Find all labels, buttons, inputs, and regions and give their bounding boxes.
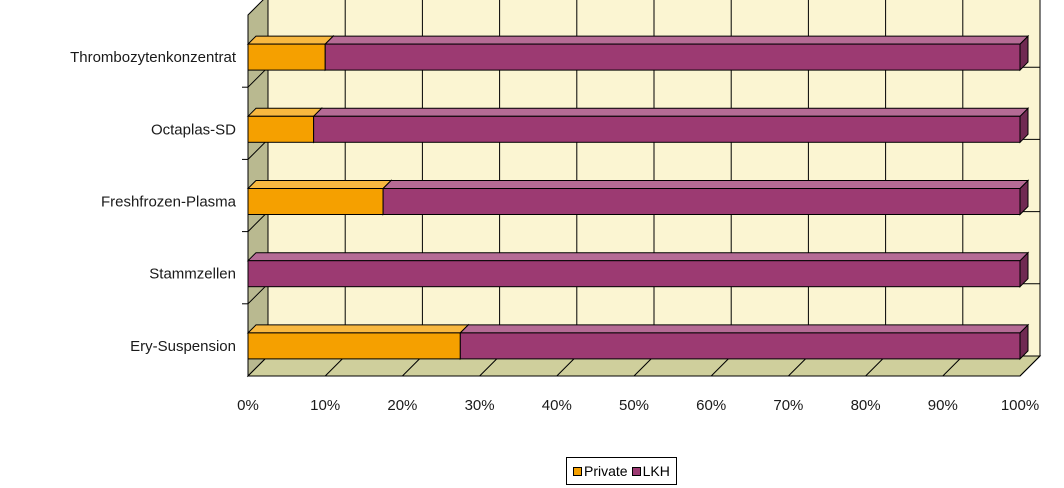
bar-front-face bbox=[247, 43, 326, 71]
bar-front-face bbox=[247, 260, 1021, 288]
bar-front-face bbox=[324, 43, 1021, 71]
category-label: Stammzellen bbox=[149, 266, 236, 283]
x-tick-label: 90% bbox=[928, 397, 958, 414]
category-label: Ery-Suspension bbox=[130, 338, 236, 355]
category-label: Freshfrozen-Plasma bbox=[101, 194, 237, 211]
bar-top-face bbox=[323, 35, 1030, 45]
bar-lkh-3 bbox=[246, 251, 1030, 288]
chart-labels: 0% 10% 20% 30% 40% 50% 60% 70% 80% 90% 100% Thrombo… bbox=[70, 49, 1039, 414]
x-tick-label: 0% bbox=[237, 397, 259, 414]
bar-private-0 bbox=[246, 34, 335, 72]
legend-item-private: Private bbox=[573, 463, 628, 479]
legend-label-lkh: LKH bbox=[642, 463, 670, 479]
legend-item-lkh: LKH bbox=[631, 463, 670, 479]
bar-top-face bbox=[246, 35, 335, 45]
bar-front-face bbox=[247, 332, 461, 360]
bar-private-2 bbox=[246, 179, 393, 216]
bar-top-face bbox=[246, 252, 1030, 262]
x-tick-label: 60% bbox=[696, 397, 726, 414]
legend: Private LKH bbox=[566, 457, 677, 485]
chart-bars bbox=[246, 34, 1030, 361]
bar-front-face bbox=[247, 115, 315, 143]
bar-lkh-0 bbox=[323, 34, 1030, 72]
bar-lkh-4 bbox=[459, 323, 1030, 361]
x-tick-label: 80% bbox=[851, 397, 881, 414]
legend-swatch-lkh bbox=[631, 466, 641, 476]
bar-front-face bbox=[382, 188, 1021, 215]
bar-front-face bbox=[459, 332, 1021, 360]
bar-front-face bbox=[313, 115, 1021, 143]
bar-top-face bbox=[246, 180, 393, 189]
x-tick-label: 20% bbox=[387, 397, 417, 414]
bar-private-4 bbox=[246, 323, 470, 361]
chart: 0% 10% 20% 30% 40% 50% 60% 70% 80% 90% 100% Thrombo… bbox=[70, 0, 1042, 414]
bar-top-face bbox=[246, 324, 470, 334]
bar-top-face bbox=[246, 107, 323, 117]
x-tick-label: 50% bbox=[619, 397, 649, 414]
x-tick-label: 100% bbox=[1001, 397, 1039, 414]
category-label: Thrombozytenkonzentrat bbox=[70, 49, 237, 66]
x-tick-label: 10% bbox=[310, 397, 340, 414]
bar-top-face bbox=[381, 180, 1030, 189]
category-label: Octaplas-SD bbox=[151, 121, 236, 138]
bar-lkh-1 bbox=[312, 107, 1030, 144]
legend-swatch-private bbox=[573, 466, 582, 476]
bar-top-face bbox=[312, 107, 1030, 117]
legend-label-private: Private bbox=[584, 463, 628, 479]
bar-lkh-2 bbox=[381, 179, 1030, 216]
floor-gridline bbox=[1019, 355, 1041, 377]
bar-front-face bbox=[247, 188, 384, 215]
bar-top-face bbox=[459, 324, 1030, 334]
x-tick-label: 70% bbox=[773, 397, 803, 414]
bar-private-1 bbox=[246, 107, 323, 144]
x-tick-label: 40% bbox=[542, 397, 572, 414]
x-tick-label: 30% bbox=[465, 397, 495, 414]
